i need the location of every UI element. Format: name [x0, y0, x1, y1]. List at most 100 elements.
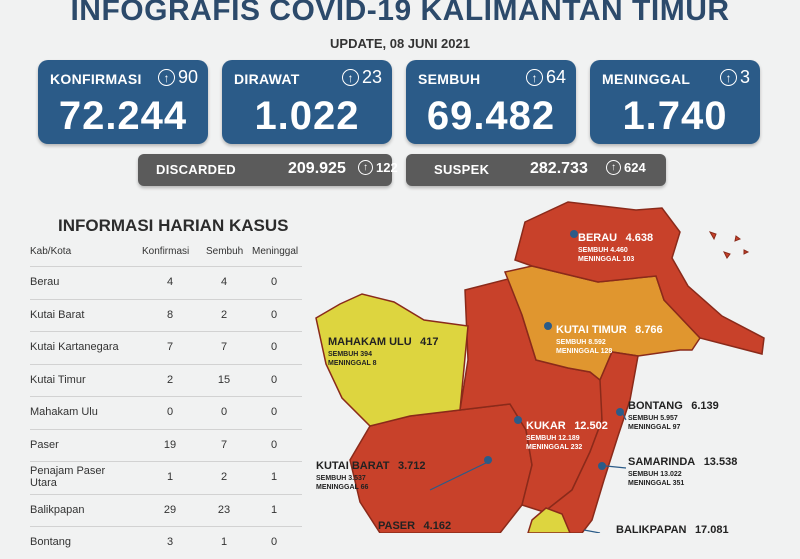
cell-meninggal: 0 — [270, 341, 278, 353]
region-berau — [514, 201, 765, 355]
map-dot-bontang — [616, 408, 624, 416]
cell-name: Balikpapan — [30, 503, 85, 516]
map-label-mahakam-ulu: MAHAKAM ULU 417 SEMBUH 394 MENINGGAL 8 — [328, 336, 439, 367]
stat-label: DIRAWAT — [234, 71, 300, 87]
map-label-berau: BERAU 4.638 SEMBUH 4.460 MENINGGAL 103 — [578, 232, 654, 263]
map-dot-kukar — [514, 416, 522, 424]
col-header-sembuh: Sembuh — [206, 246, 244, 257]
page-title: INFOGRAFIS COVID-19 KALIMANTAN TIMUR — [70, 0, 730, 27]
pill-value: 209.925 — [288, 160, 346, 177]
suspek-pill: SUSPEK 282.733 ↑ 624 — [406, 154, 666, 186]
update-date: UPDATE, 08 JUNI 2021 — [330, 36, 470, 51]
map-label-samarinda: SAMARINDA 13.538 SEMBUH 13.022 MENINGGAL… — [628, 456, 738, 487]
cell-name: Kutai Timur — [30, 373, 86, 386]
arrow-up-icon: ↑ — [606, 160, 621, 175]
table-title: INFORMASI HARIAN KASUS — [58, 216, 289, 235]
col-header-kabkota: Kab/Kota — [30, 246, 72, 257]
cell-meninggal: 1 — [270, 503, 278, 516]
arrow-up-icon: ↑ — [719, 69, 737, 86]
cell-meninggal: 0 — [270, 308, 278, 321]
cell-sembuh: 2 — [220, 471, 228, 483]
map-label-kutai-barat: KUTAI BARAT 3.712 SEMBUH 3.537 MENINGGAL… — [316, 460, 426, 491]
region-bontang-samarinda — [543, 351, 639, 533]
map-label-kutai-timur: KUTAI TIMUR 8.766 SEMBUH 8.592 MENINGGAL… — [556, 324, 663, 355]
cell-konfirmasi: 4 — [166, 276, 174, 288]
stat-increase: ↑ 3 — [719, 67, 750, 88]
map-dot-kutai-timur — [544, 322, 552, 330]
cell-meninggal: 0 — [270, 438, 278, 451]
arrow-up-icon: ↑ — [525, 69, 543, 86]
cell-meninggal: 0 — [270, 406, 278, 418]
table-row: Berau 4 4 0 — [30, 266, 302, 299]
table-row: Bontang 3 1 0 — [30, 526, 302, 559]
islands — [708, 231, 750, 259]
stat-increase: ↑ 64 — [525, 67, 566, 88]
cell-meninggal: 0 — [270, 276, 278, 288]
stat-card-sembuh: SEMBUH ↑ 64 69.482 — [406, 60, 576, 144]
map-svg — [315, 201, 765, 533]
table-header: Kab/Kota Konfirmasi Sembuh Meninggal — [30, 243, 302, 263]
stat-card-dirawat: DIRAWAT ↑ 23 1.022 — [222, 60, 392, 144]
col-header-konfirmasi: Konfirmasi — [142, 246, 190, 257]
map-dot-kutai-barat — [484, 456, 492, 464]
stat-label: SEMBUH — [418, 71, 481, 87]
cell-sembuh: 23 — [217, 503, 231, 516]
cell-name: Bontang — [30, 536, 71, 548]
cell-name: Paser — [30, 438, 59, 451]
arrow-up-icon: ↑ — [341, 69, 359, 86]
pill-increase: ↑ 122 — [358, 160, 398, 175]
pill-value: 282.733 — [530, 160, 588, 177]
cell-meninggal: 0 — [270, 373, 278, 386]
stat-card-meninggal: MENINGGAL ↑ 3 1.740 — [590, 60, 760, 144]
stat-increase: ↑ 90 — [157, 67, 198, 88]
cell-name: Mahakam Ulu — [30, 406, 98, 418]
map-label-paser: PASER 4.162 — [378, 520, 452, 532]
region-paser — [527, 507, 571, 533]
map-label-kukar: KUKAR 12.502 SEMBUH 12.189 MENINGGAL 232 — [526, 420, 608, 451]
table-row: Penajam Paser Utara 1 2 1 — [30, 461, 302, 494]
cell-meninggal: 0 — [270, 536, 278, 548]
table-body: Berau 4 4 0 Kutai Barat 8 2 0 Kutai Kart… — [30, 266, 302, 559]
pill-increase: ↑ 624 — [606, 160, 646, 175]
map-dot-samarinda — [598, 462, 606, 470]
table-row: Paser 19 7 0 — [30, 428, 302, 462]
stat-value: 72.244 — [58, 94, 188, 138]
cell-konfirmasi: 7 — [166, 341, 174, 353]
leader-line-samarinda — [605, 465, 627, 469]
cell-konfirmasi: 0 — [166, 406, 174, 418]
stat-value: 69.482 — [426, 94, 556, 138]
map-label-balikpapan: BALIKPAPAN 17.081 — [616, 524, 729, 536]
cell-sembuh: 15 — [217, 373, 231, 386]
cell-konfirmasi: 29 — [163, 503, 177, 516]
cell-konfirmasi: 3 — [166, 536, 174, 548]
cell-sembuh: 0 — [220, 406, 228, 418]
cell-sembuh: 2 — [220, 308, 228, 321]
table-row: Kutai Kartanegara 7 7 0 — [30, 331, 302, 364]
pill-label: SUSPEK — [434, 162, 490, 177]
cell-sembuh: 1 — [220, 536, 228, 548]
cell-name: Kutai Kartanegara — [30, 341, 119, 353]
pill-label: DISCARDED — [156, 162, 236, 177]
cell-sembuh: 4 — [220, 276, 228, 288]
stat-value: 1.740 — [622, 94, 728, 138]
map-label-bontang: BONTANG 6.139 SEMBUH 5.957 MENINGGAL 97 — [628, 400, 719, 431]
cell-konfirmasi: 19 — [163, 438, 177, 451]
table-row: Mahakam Ulu 0 0 0 — [30, 396, 302, 429]
table-row: Balikpapan 29 23 1 — [30, 493, 302, 527]
cell-sembuh: 7 — [220, 341, 228, 353]
cell-name: Berau — [30, 276, 60, 288]
cell-sembuh: 7 — [220, 438, 228, 451]
discarded-pill: DISCARDED 209.925 ↑ 122 — [138, 154, 398, 186]
region-mahakam-ulu — [315, 293, 469, 427]
arrow-up-icon: ↑ — [358, 160, 373, 175]
stat-label: MENINGGAL — [602, 71, 691, 87]
table-row: Kutai Timur 2 15 0 — [30, 363, 302, 397]
cell-name: Penajam Paser Utara — [30, 465, 106, 489]
col-header-meninggal: Meninggal — [252, 246, 299, 257]
cell-konfirmasi: 8 — [166, 308, 174, 321]
cell-konfirmasi: 1 — [166, 471, 174, 483]
leader-line-kutai-barat — [429, 459, 493, 491]
table-row: Kutai Barat 8 2 0 — [30, 298, 302, 332]
stat-card-konfirmasi: KONFIRMASI ↑ 90 72.244 — [38, 60, 208, 144]
stat-increase: ↑ 23 — [341, 67, 382, 88]
